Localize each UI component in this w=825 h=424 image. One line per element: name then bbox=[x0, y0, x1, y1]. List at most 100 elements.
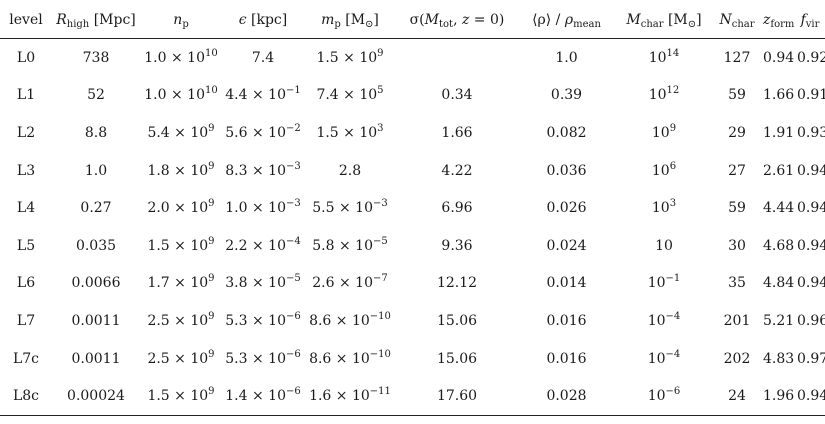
cell-m-p: 1.6 × 10−11 bbox=[304, 377, 396, 416]
header-n-p: np bbox=[140, 2, 222, 39]
cell-level: L8c bbox=[0, 377, 52, 416]
cell-level: L0 bbox=[16, 49, 36, 66]
cell-epsilon: 7.4 bbox=[251, 49, 275, 66]
cell-m-char: 106 bbox=[651, 160, 677, 179]
header-n-char: Nchar bbox=[713, 2, 761, 39]
cell-rho-ratio: 0.082 bbox=[546, 124, 587, 141]
cell-z-form: 1.66 bbox=[763, 87, 795, 104]
cell-n-char: 202 bbox=[723, 350, 751, 367]
cell-n-char: 59 bbox=[728, 87, 746, 104]
table-row: L6 0.0066 1.7 × 109 3.8 × 10−5 2.6 × 10−… bbox=[0, 265, 825, 303]
cell-f-vir: 0.96 bbox=[797, 312, 825, 329]
cell-r-high: 0.035 bbox=[75, 237, 117, 254]
cell-sigma: 0.34 bbox=[441, 87, 473, 104]
cell-sigma: 4.22 bbox=[441, 162, 473, 179]
header-f-vir: fvir bbox=[795, 2, 825, 39]
cell-epsilon: 5.3 × 10−6 bbox=[225, 348, 301, 367]
table-row: L3 1.0 1.8 × 109 8.3 × 10−3 2.8 4.22 0.0… bbox=[0, 152, 825, 190]
header-r-high: Rhigh [Mpc] bbox=[52, 2, 140, 39]
cell-n-char: 24 bbox=[713, 377, 761, 416]
cell-r-high: 738 bbox=[82, 49, 110, 66]
cell-n-p: 1.0 × 1010 bbox=[144, 47, 218, 66]
cell-z-form: 2.61 bbox=[763, 162, 795, 179]
table-row: L7c 0.0011 2.5 × 109 5.3 × 10−6 8.6 × 10… bbox=[0, 340, 825, 378]
cell-z-form: 4.68 bbox=[763, 237, 795, 254]
cell-r-high: 1.0 bbox=[84, 162, 108, 179]
cell-z-form: 1.91 bbox=[763, 124, 795, 141]
cell-f-vir: 0.94 bbox=[795, 377, 825, 416]
cell-rho-ratio: 0.026 bbox=[546, 200, 587, 217]
cell-r-high: 0.0011 bbox=[71, 350, 121, 367]
cell-rho-ratio: 0.016 bbox=[546, 350, 587, 367]
cell-m-p: 8.6 × 10−10 bbox=[309, 310, 391, 329]
cell-n-p: 1.5 × 109 bbox=[140, 377, 222, 416]
cell-m-char: 10 bbox=[655, 237, 673, 254]
cell-r-high: 0.0066 bbox=[71, 275, 121, 292]
cell-m-p: 2.8 bbox=[338, 162, 362, 179]
cell-r-high: 8.8 bbox=[84, 124, 108, 141]
cell-n-p: 2.5 × 109 bbox=[147, 310, 215, 329]
cell-level: L5 bbox=[16, 237, 36, 254]
cell-rho-ratio: 0.016 bbox=[546, 312, 587, 329]
simulation-levels-table: level Rhigh [Mpc] np ϵ [kpc] mp [M⊙] σ(M… bbox=[0, 2, 825, 416]
cell-level: L1 bbox=[16, 87, 36, 104]
cell-m-char: 10−1 bbox=[647, 273, 681, 292]
cell-m-p: 8.6 × 10−10 bbox=[309, 348, 391, 367]
table-row: L0 738 1.0 × 1010 7.4 1.5 × 109 1.0 1014… bbox=[0, 39, 825, 77]
cell-z-form: 5.21 bbox=[763, 312, 795, 329]
cell-epsilon: 5.6 × 10−2 bbox=[225, 122, 301, 141]
cell-m-char: 109 bbox=[651, 122, 677, 141]
cell-z-form: 4.84 bbox=[763, 275, 795, 292]
cell-epsilon: 3.8 × 10−5 bbox=[225, 273, 301, 292]
cell-z-form: 4.83 bbox=[763, 350, 795, 367]
cell-f-vir: 0.92 bbox=[797, 49, 825, 66]
cell-sigma: 6.96 bbox=[441, 200, 473, 217]
cell-r-high: 52 bbox=[87, 87, 105, 104]
cell-rho-ratio: 1.0 bbox=[555, 49, 578, 66]
table-row: L5 0.035 1.5 × 109 2.2 × 10−4 5.8 × 10−5… bbox=[0, 227, 825, 265]
cell-m-p: 5.8 × 10−5 bbox=[312, 235, 388, 254]
cell-epsilon: 8.3 × 10−3 bbox=[225, 160, 301, 179]
cell-n-p: 1.7 × 109 bbox=[147, 273, 215, 292]
header-rho-ratio: ⟨ρ⟩ / ρmean bbox=[518, 2, 615, 39]
cell-m-p: 2.6 × 10−7 bbox=[312, 273, 388, 292]
cell-f-vir: 0.91 bbox=[797, 87, 825, 104]
cell-rho-ratio: 0.014 bbox=[546, 275, 587, 292]
header-m-p: mp [M⊙] bbox=[304, 2, 396, 39]
cell-sigma: 1.66 bbox=[441, 124, 473, 141]
cell-rho-ratio: 0.39 bbox=[550, 87, 583, 104]
cell-epsilon: 2.2 × 10−4 bbox=[225, 235, 301, 254]
cell-m-p: 7.4 × 105 bbox=[316, 85, 384, 104]
cell-f-vir: 0.94 bbox=[797, 237, 825, 254]
cell-epsilon: 4.4 × 10−1 bbox=[225, 85, 301, 104]
cell-m-char: 1012 bbox=[648, 85, 680, 104]
cell-n-p: 1.8 × 109 bbox=[147, 160, 215, 179]
cell-m-p: 5.5 × 10−3 bbox=[312, 198, 388, 217]
table-row: L1 52 1.0 × 1010 4.4 × 10−1 7.4 × 105 0.… bbox=[0, 77, 825, 115]
table-row: L2 8.8 5.4 × 109 5.6 × 10−2 1.5 × 103 1.… bbox=[0, 114, 825, 152]
header-epsilon: ϵ [kpc] bbox=[222, 2, 304, 39]
cell-f-vir: 0.94 bbox=[797, 275, 825, 292]
cell-level: L7c bbox=[12, 350, 40, 367]
cell-sigma: 15.06 bbox=[436, 350, 478, 367]
cell-r-high: 0.00024 bbox=[52, 377, 140, 416]
cell-rho-ratio: 0.024 bbox=[546, 237, 587, 254]
cell-level: L7 bbox=[16, 312, 36, 329]
cell-n-char: 127 bbox=[723, 49, 751, 66]
cell-n-char: 35 bbox=[728, 275, 746, 292]
cell-epsilon: 5.3 × 10−6 bbox=[225, 310, 301, 329]
cell-m-p: 1.5 × 109 bbox=[316, 47, 384, 66]
cell-m-char: 10−4 bbox=[647, 348, 681, 367]
header-z-form: zform bbox=[761, 2, 795, 39]
cell-level: L3 bbox=[16, 162, 36, 179]
cell-z-form: 4.44 bbox=[763, 200, 795, 217]
header-sigma: σ(Mtot, z = 0) bbox=[396, 2, 518, 39]
cell-m-p: 1.5 × 103 bbox=[316, 122, 384, 141]
cell-sigma: 9.36 bbox=[441, 237, 473, 254]
table-row: L8c 0.00024 1.5 × 109 1.4 × 10−6 1.6 × 1… bbox=[0, 377, 825, 416]
cell-n-char: 59 bbox=[728, 200, 746, 217]
cell-n-p: 2.0 × 109 bbox=[147, 198, 215, 217]
cell-n-char: 201 bbox=[723, 312, 751, 329]
cell-z-form: 1.96 bbox=[761, 377, 795, 416]
cell-m-char: 10−4 bbox=[647, 310, 681, 329]
